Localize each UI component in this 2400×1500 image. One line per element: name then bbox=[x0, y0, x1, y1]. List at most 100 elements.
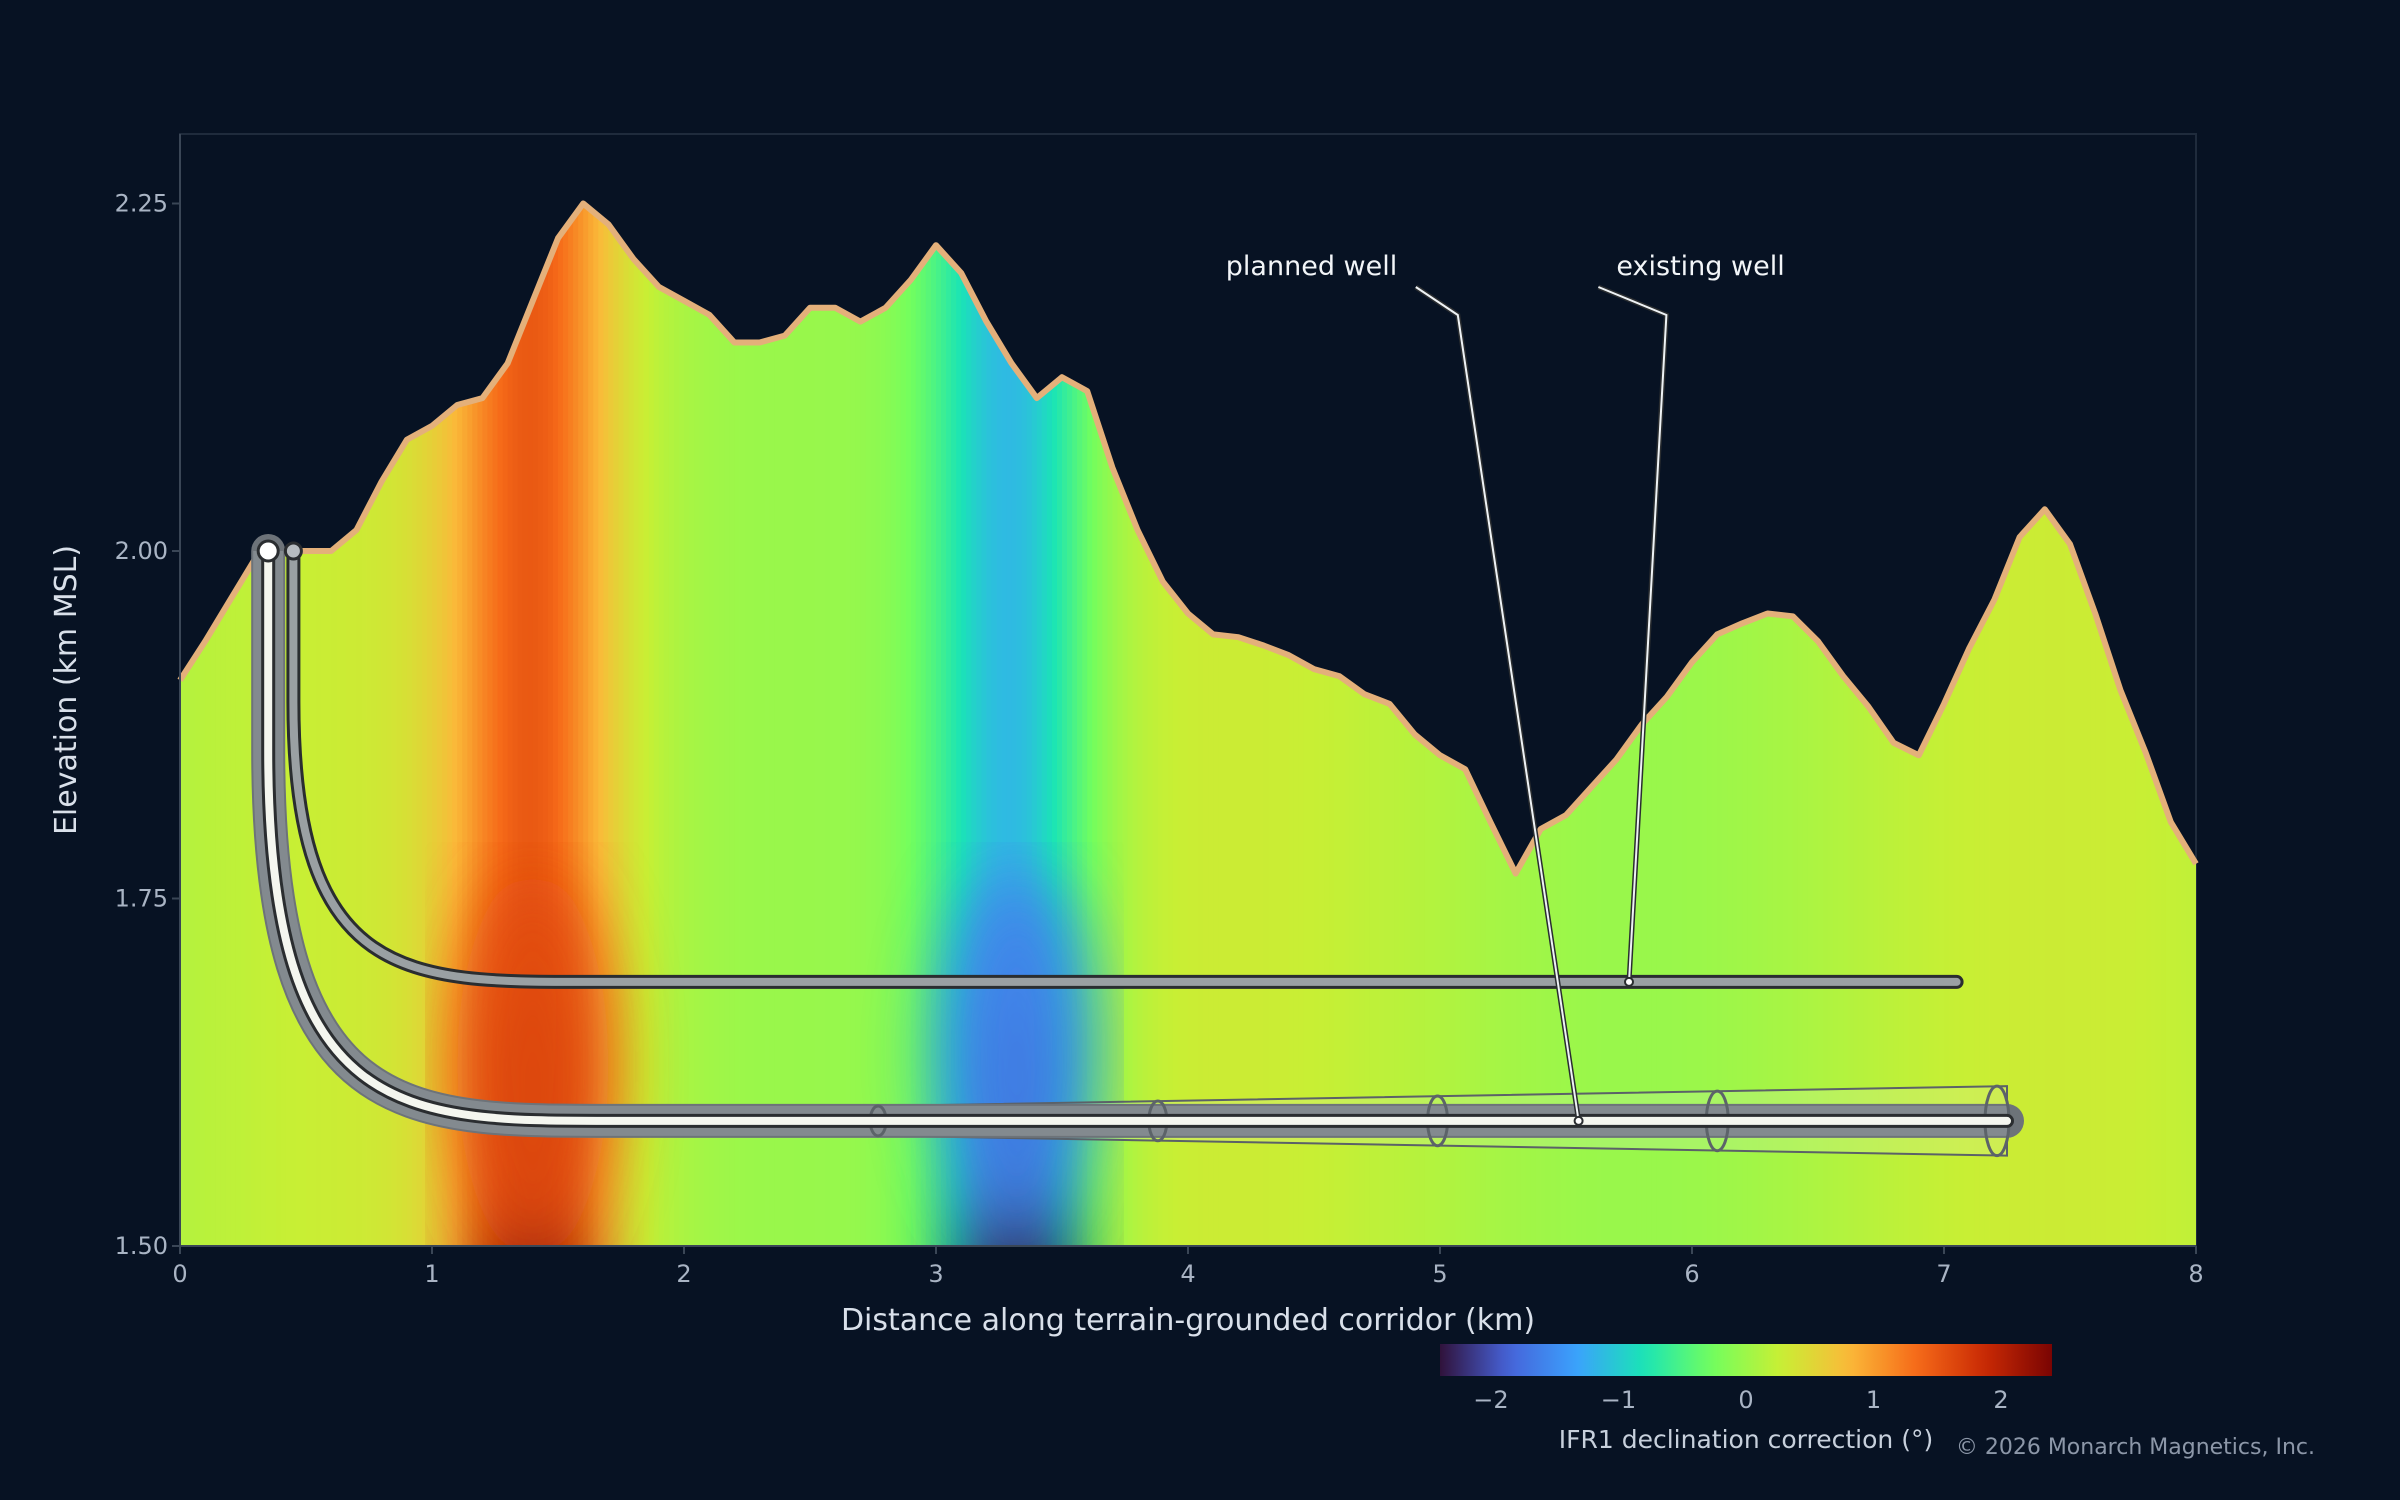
field-column bbox=[2075, 203, 2081, 1246]
field-column bbox=[472, 203, 479, 1246]
field-column bbox=[749, 203, 756, 1246]
field-column bbox=[1183, 203, 1189, 1246]
field-column bbox=[442, 203, 449, 1246]
field-column bbox=[1021, 203, 1028, 1246]
field-column bbox=[553, 203, 559, 1246]
field-column bbox=[2105, 203, 2112, 1246]
field-column bbox=[779, 203, 786, 1246]
field-column bbox=[1777, 203, 1784, 1246]
field-column bbox=[1692, 203, 1698, 1246]
field-column bbox=[1949, 203, 1955, 1246]
field-column bbox=[311, 203, 317, 1246]
field-column bbox=[1702, 203, 1709, 1246]
y-tick-label: 1.75 bbox=[115, 885, 168, 913]
field-column bbox=[1193, 203, 1199, 1246]
field-column bbox=[568, 203, 575, 1246]
field-column bbox=[986, 203, 993, 1246]
field-column bbox=[1732, 203, 1739, 1246]
field-column bbox=[1223, 203, 1230, 1246]
field-column bbox=[1283, 203, 1290, 1246]
existing-well bbox=[283, 541, 1964, 989]
field-anomaly bbox=[941, 870, 1093, 1233]
field-column bbox=[2019, 203, 2026, 1246]
field-column bbox=[840, 203, 847, 1246]
x-tick-label: 0 bbox=[172, 1260, 187, 1288]
field-column bbox=[931, 203, 937, 1246]
field-column bbox=[1939, 203, 1945, 1246]
field-column bbox=[1787, 203, 1794, 1246]
field-column bbox=[240, 203, 247, 1246]
field-column bbox=[482, 203, 489, 1246]
well-path bbox=[264, 547, 2011, 1125]
field-column bbox=[1813, 203, 1819, 1246]
field-column bbox=[976, 203, 983, 1246]
field-column bbox=[956, 203, 963, 1246]
field-column bbox=[794, 203, 801, 1246]
field-column bbox=[1102, 203, 1109, 1246]
field-column bbox=[910, 203, 917, 1246]
x-axis-title: Distance along terrain-grounded corridor… bbox=[841, 1303, 1535, 1338]
field-column bbox=[1384, 203, 1391, 1246]
field-column bbox=[699, 203, 706, 1246]
field-column bbox=[729, 203, 736, 1246]
field-column bbox=[689, 203, 695, 1246]
field-column bbox=[1964, 203, 1971, 1246]
field-column bbox=[1389, 203, 1396, 1246]
field-column bbox=[1807, 203, 1814, 1246]
field-column bbox=[1687, 203, 1693, 1246]
field-column bbox=[966, 203, 973, 1246]
field-column bbox=[1974, 203, 1981, 1246]
field-column bbox=[180, 203, 186, 1246]
field-column bbox=[1782, 203, 1789, 1246]
field-column bbox=[452, 203, 459, 1246]
field-column bbox=[1263, 203, 1270, 1246]
field-column bbox=[618, 203, 625, 1246]
colorbar-ticks: −2 −1 0 1 2 bbox=[1473, 1386, 2008, 1414]
field-column bbox=[2090, 203, 2097, 1246]
field-column bbox=[558, 203, 564, 1246]
field-column bbox=[517, 203, 524, 1246]
y-axis-title: Elevation (km MSL) bbox=[49, 545, 84, 835]
field-column bbox=[860, 203, 867, 1246]
field-column bbox=[799, 203, 806, 1246]
field-column bbox=[1248, 203, 1255, 1246]
field-column bbox=[1157, 203, 1164, 1246]
field-column bbox=[603, 203, 610, 1246]
field-column bbox=[830, 203, 837, 1246]
field-column bbox=[1233, 203, 1240, 1246]
field-column bbox=[1399, 203, 1406, 1246]
field-column bbox=[2039, 203, 2046, 1246]
field-column bbox=[205, 203, 212, 1246]
field-column bbox=[1273, 203, 1280, 1246]
field-column bbox=[1107, 203, 1114, 1246]
field-column bbox=[2070, 203, 2076, 1246]
field-column bbox=[532, 203, 539, 1246]
field-column bbox=[961, 203, 968, 1246]
field-column bbox=[1314, 203, 1320, 1246]
field-column bbox=[905, 203, 912, 1246]
field-column bbox=[825, 203, 832, 1246]
field-column bbox=[2054, 203, 2061, 1246]
y-tick-label: 1.50 bbox=[115, 1232, 168, 1260]
field-column bbox=[845, 203, 852, 1246]
field-column bbox=[1364, 203, 1371, 1246]
field-column bbox=[1984, 203, 1991, 1246]
field-column bbox=[694, 203, 701, 1246]
field-column bbox=[1797, 203, 1804, 1246]
x-axis-ticks: 0 1 2 3 4 5 6 7 8 bbox=[172, 1246, 2204, 1288]
field-column bbox=[1238, 203, 1245, 1246]
field-column bbox=[1097, 203, 1104, 1246]
field-column bbox=[381, 203, 388, 1246]
field-column bbox=[971, 203, 978, 1246]
field-column bbox=[2115, 203, 2122, 1246]
field-column bbox=[684, 203, 690, 1246]
field-column bbox=[1258, 203, 1265, 1246]
field-column bbox=[301, 203, 307, 1246]
field-column bbox=[1303, 203, 1310, 1246]
field-column bbox=[941, 203, 947, 1246]
field-column bbox=[1999, 203, 2006, 1246]
field-column bbox=[1979, 203, 1986, 1246]
field-column bbox=[1722, 203, 1729, 1246]
field-column bbox=[1752, 203, 1759, 1246]
field-column bbox=[1016, 203, 1023, 1246]
